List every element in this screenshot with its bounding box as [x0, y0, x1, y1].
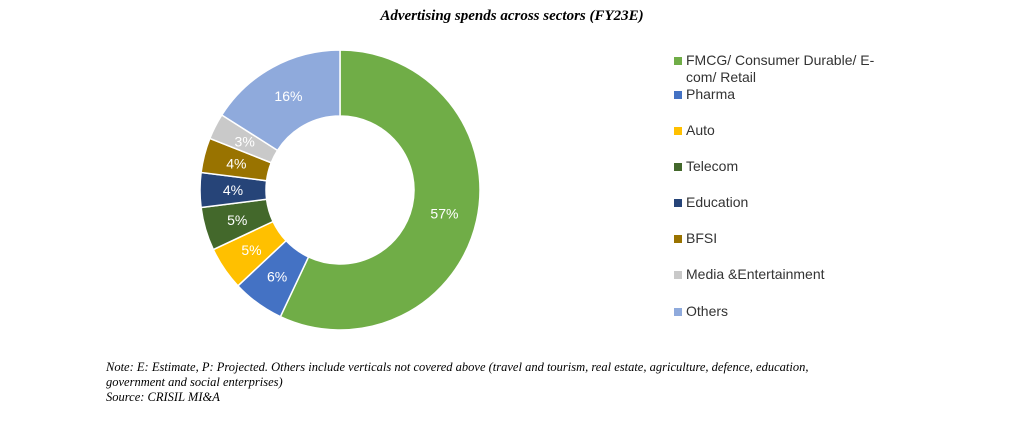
legend-label-fmcg: FMCG/ Consumer Durable/ E-com/ Retail: [686, 52, 875, 85]
slice-label-4: 4%: [223, 182, 243, 198]
legend-swatch-pharma: [674, 91, 682, 99]
chart-notes: Note: E: Estimate, P: Projected. Others …: [106, 360, 966, 405]
legend-swatch-others: [674, 308, 682, 316]
legend-swatch-media: [674, 271, 682, 279]
chart-title: Advertising spends across sectors (FY23E…: [380, 8, 644, 24]
source-line: Source: CRISIL MI&A: [106, 390, 220, 404]
slice-label-2: 5%: [241, 242, 261, 258]
slice-label-6: 3%: [235, 133, 255, 149]
note-line-1: Note: E: Estimate, P: Projected. Others …: [106, 360, 809, 374]
legend-label-auto: Auto: [686, 122, 715, 138]
legend-item-others: Others: [674, 303, 916, 320]
slice-label-1: 6%: [267, 269, 287, 285]
legend-label-media: Media &Entertainment: [686, 266, 825, 282]
legend-item-media: Media &Entertainment: [674, 266, 916, 283]
legend-label-pharma: Pharma: [686, 86, 736, 102]
legend-swatch-fmcg: [674, 57, 682, 65]
legend-label-bfsi: BFSI: [686, 230, 718, 246]
slice-label-3: 5%: [227, 212, 247, 228]
legend-swatch-bfsi: [674, 235, 682, 243]
donut-slice-0: [279, 49, 481, 331]
legend-label-others: Others: [686, 303, 729, 319]
slice-label-7: 16%: [274, 88, 302, 104]
slice-label-5: 4%: [226, 155, 246, 171]
donut-chart: 57% 6% 5% 5% 4% 4% 3% 16%: [199, 49, 481, 331]
legend-item-bfsi: BFSI: [674, 230, 916, 247]
legend-item-fmcg: FMCG/ Consumer Durable/ E-com/ Retail: [674, 52, 916, 86]
legend-item-auto: Auto: [674, 122, 916, 139]
legend-swatch-education: [674, 199, 682, 207]
legend-swatch-telecom: [674, 163, 682, 171]
legend-item-education: Education: [674, 194, 916, 211]
donut-slice-7: [220, 49, 341, 152]
slice-label-0: 57%: [430, 205, 458, 221]
legend-label-telecom: Telecom: [686, 158, 739, 174]
note-line-2: government and social enterprises): [106, 375, 283, 389]
legend-swatch-auto: [674, 127, 682, 135]
legend-item-pharma: Pharma: [674, 86, 916, 103]
legend-label-education: Education: [686, 194, 749, 210]
legend-item-telecom: Telecom: [674, 158, 916, 175]
